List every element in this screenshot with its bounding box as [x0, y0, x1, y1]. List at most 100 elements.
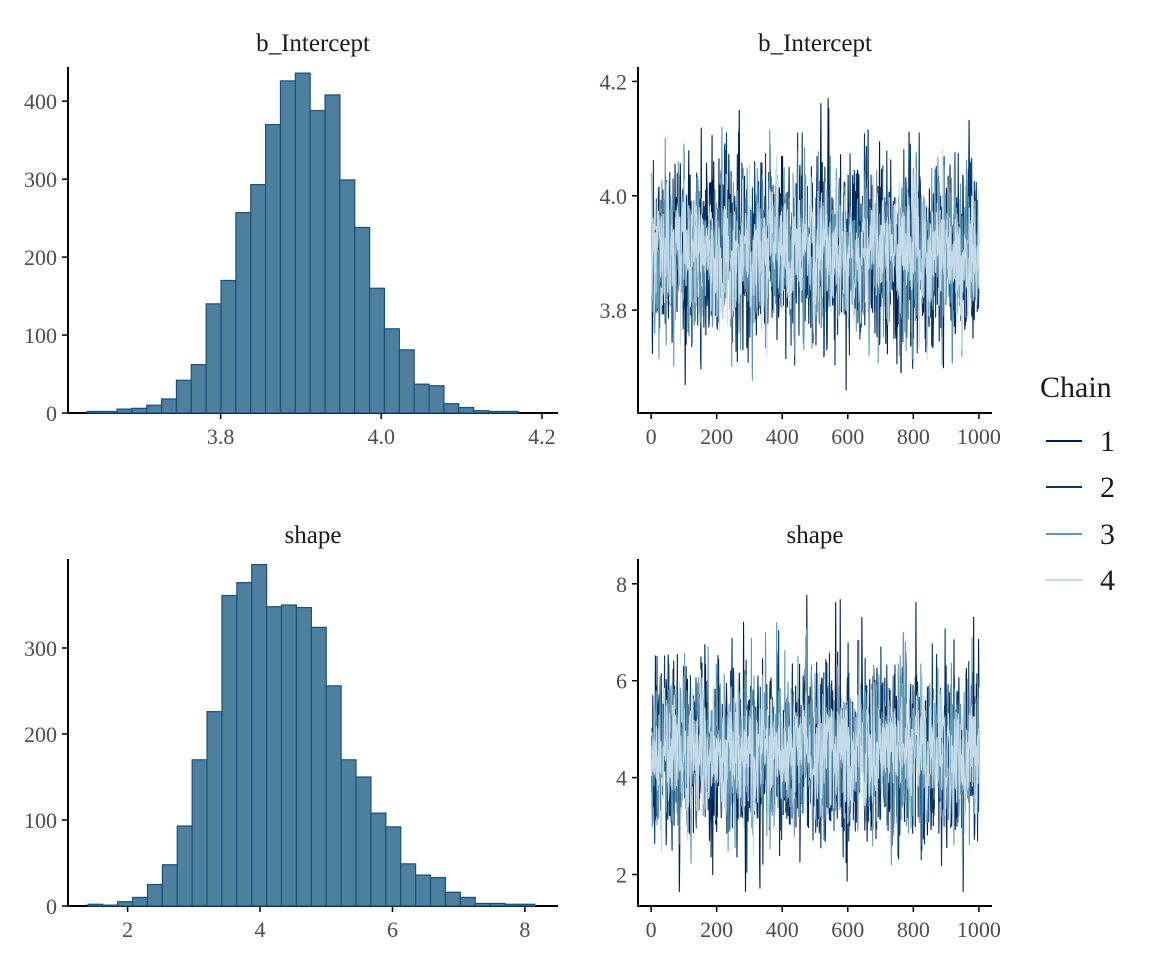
- x-tick-label: 0: [646, 424, 657, 449]
- histogram-bar: [161, 864, 178, 907]
- x-tick-label: 4: [255, 917, 266, 942]
- trace-panel-shape: shape 0 200 400 600 800 1000 2 4 6 8: [616, 522, 1001, 942]
- histogram-bar: [235, 212, 252, 414]
- y-tick-label: 300: [24, 636, 57, 661]
- y-tick-label: 200: [24, 722, 57, 747]
- histogram-bar: [400, 863, 417, 907]
- histogram-bar: [310, 626, 327, 907]
- y-tick-label: 4.0: [600, 184, 628, 209]
- x-tick-label: 0: [646, 917, 657, 942]
- trace-line-chain-4: [650, 148, 980, 361]
- legend-item: 2: [1046, 471, 1115, 504]
- histogram-bar: [160, 398, 178, 414]
- histogram-bar: [413, 383, 430, 414]
- histogram-bar: [429, 877, 447, 907]
- legend-item: 1: [1046, 425, 1115, 458]
- histogram-panel-shape: shape 2 4 6 8 0 100 200 300: [24, 522, 558, 942]
- chain-legend: Chain 1 2 3 4: [1040, 371, 1115, 597]
- panel-title: shape: [787, 522, 844, 549]
- histogram-bar: [294, 72, 311, 414]
- y-tick-label: 4: [616, 766, 627, 791]
- histogram-bar: [354, 226, 371, 414]
- histogram-bar: [444, 891, 461, 907]
- panel-title: b_Intercept: [256, 30, 370, 57]
- panel-title: b_Intercept: [758, 30, 872, 57]
- x-tick-label: 4.2: [528, 424, 556, 449]
- x-tick-label: 1000: [957, 917, 1001, 942]
- trace-line-chain-4: [650, 668, 980, 856]
- histogram-bars: [86, 72, 519, 414]
- legend-label: 1: [1100, 425, 1115, 458]
- histogram-bar: [131, 407, 148, 414]
- y-tick-label: 300: [24, 167, 57, 192]
- histogram-bar: [117, 901, 134, 907]
- x-tick-label: 8: [519, 917, 530, 942]
- y-tick-label: 2: [616, 863, 627, 888]
- histogram-bar: [266, 606, 283, 907]
- histogram-bar: [473, 410, 490, 414]
- histogram-bar: [355, 776, 372, 907]
- histogram-bar: [131, 896, 149, 907]
- y-tick-label: 8: [616, 572, 627, 597]
- histogram-bar: [175, 379, 192, 414]
- histogram-bar: [86, 410, 103, 414]
- histogram-bar: [487, 410, 504, 414]
- histogram-bar: [398, 349, 415, 414]
- histogram-bar: [458, 406, 475, 414]
- y-tick-label: 100: [24, 808, 57, 833]
- histogram-bar: [428, 385, 445, 414]
- legend-label: 2: [1100, 471, 1115, 504]
- histogram-bar: [415, 874, 432, 907]
- histogram-bar: [190, 364, 207, 414]
- histogram-bar: [87, 903, 104, 907]
- histogram-bar: [101, 410, 118, 414]
- histogram-bar: [102, 904, 119, 907]
- histogram-bar: [370, 812, 387, 907]
- y-tick-label: 4.2: [600, 69, 628, 94]
- legend-item: 4: [1046, 564, 1115, 597]
- histogram-bar: [489, 902, 506, 907]
- trace-lines: [650, 594, 980, 893]
- y-tick-label: 0: [46, 401, 57, 426]
- histogram-bar: [443, 403, 460, 414]
- x-tick-label: 4.0: [368, 424, 396, 449]
- legend-label: 3: [1100, 518, 1115, 551]
- x-tick-label: 1000: [957, 424, 1001, 449]
- y-tick-label: 400: [24, 89, 57, 114]
- histogram-bar: [502, 410, 519, 414]
- histogram-bar: [369, 287, 386, 414]
- x-tick-label: 400: [766, 917, 799, 942]
- histogram-bar: [205, 303, 222, 414]
- histogram-bar: [474, 902, 491, 907]
- histogram-bar: [146, 404, 163, 414]
- trace-panel-b-intercept: b_Intercept 0 200 400 600 800 1000 3.8 4.0 4.2: [600, 30, 1001, 449]
- x-tick-label: 2: [122, 917, 133, 942]
- x-tick-label: 200: [700, 424, 733, 449]
- histogram-bar: [220, 279, 237, 414]
- histogram-bar: [519, 903, 536, 907]
- histogram-bar: [385, 826, 402, 907]
- histogram-bar: [146, 883, 163, 907]
- x-tick-label: 200: [700, 917, 733, 942]
- histogram-panel-b-intercept: b_Intercept 3.8 4.0 4.2 0 100 200 300 400: [24, 30, 558, 449]
- y-tick-label: 100: [24, 323, 57, 348]
- panel-title: shape: [285, 522, 342, 549]
- histogram-bar: [340, 759, 357, 907]
- y-tick-label: 3.8: [600, 298, 628, 323]
- legend-item: 3: [1046, 518, 1115, 551]
- histogram-bar: [339, 179, 356, 414]
- histogram-bar: [279, 80, 296, 414]
- histogram-bar: [265, 123, 282, 414]
- y-tick-label: 200: [24, 245, 57, 270]
- histogram-bar: [221, 594, 238, 907]
- histogram-bar: [459, 896, 476, 907]
- legend-label: 4: [1100, 564, 1115, 597]
- histogram-bar: [295, 606, 312, 907]
- y-tick-label: 6: [616, 669, 627, 694]
- x-tick-label: 6: [387, 917, 398, 942]
- histogram-bar: [383, 328, 400, 414]
- x-tick-label: 800: [897, 917, 930, 942]
- histogram-bar: [325, 685, 342, 907]
- y-tick-label: 0: [46, 894, 57, 919]
